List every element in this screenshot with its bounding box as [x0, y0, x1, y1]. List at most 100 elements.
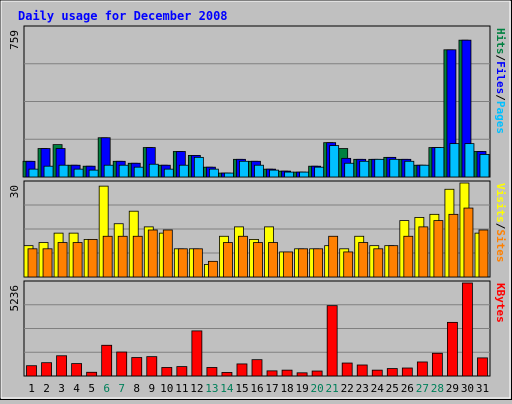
kbytes-panel-legend-text: KBytes — [494, 283, 507, 323]
bar-sites-day-31 — [478, 229, 489, 278]
bar-pages-day-31 — [479, 154, 490, 178]
x-tick-label: 22 — [341, 382, 354, 395]
x-tick-label: 2 — [43, 382, 50, 395]
bar-kbytes-day-1 — [26, 365, 37, 377]
x-tick-label: 23 — [356, 382, 369, 395]
bar-pages-day-29 — [449, 143, 460, 178]
bar-sites-day-22 — [343, 251, 354, 278]
bar-sites-day-30 — [463, 207, 474, 278]
bar-pages-day-25 — [389, 158, 400, 178]
bar-kbytes-day-12 — [191, 330, 203, 377]
x-tick-label: 29 — [446, 382, 459, 395]
bar-sites-day-14 — [223, 242, 233, 278]
bar-sites-day-26 — [403, 235, 414, 278]
visits-panel-series-sites — [27, 207, 489, 278]
bar-sites-day-12 — [192, 248, 203, 278]
hits-panel-legend: Hits/Files/Pages — [494, 28, 507, 134]
x-tick-label: 1 — [28, 382, 35, 395]
bar-pages-day-30 — [464, 143, 475, 178]
legend-entry-files: Files — [494, 61, 507, 94]
bar-sites-day-5 — [87, 238, 98, 278]
bar-sites-day-4 — [72, 242, 83, 278]
bar-kbytes-day-6 — [101, 344, 113, 377]
bar-kbytes-day-28 — [431, 352, 443, 377]
chart-title: Daily usage for December 2008 — [18, 9, 228, 23]
bar-pages-day-9 — [148, 163, 159, 178]
x-tick-label: 11 — [175, 382, 188, 395]
bar-sites-day-25 — [388, 245, 399, 278]
bar-kbytes-day-24 — [371, 369, 383, 377]
bar-kbytes-day-15 — [236, 363, 248, 377]
x-tick-label: 3 — [58, 382, 65, 395]
bar-pages-day-26 — [404, 160, 415, 178]
bar-kbytes-day-7 — [116, 351, 128, 377]
hits-panel-ymax-label: 759 — [8, 30, 21, 50]
bar-kbytes-day-11 — [176, 366, 188, 377]
x-tick-label: 4 — [73, 382, 80, 395]
bar-sites-day-6 — [102, 235, 113, 278]
bar-sites-day-11 — [177, 248, 188, 278]
bar-kbytes-day-8 — [131, 357, 143, 377]
bar-kbytes-day-29 — [447, 321, 458, 377]
visits-panel-legend: Visits/Sites — [494, 183, 507, 263]
x-axis: 1 2 3 4 5 6 7 8 9 10 11 12 13 14 15 16 17 18 19 20 21 22 23 24 2… — [28, 382, 489, 395]
legend-entry-hits: Hits — [494, 28, 507, 55]
bar-kbytes-day-19 — [296, 372, 308, 377]
kbytes-panel-legend: KBytes — [494, 283, 507, 323]
x-tick-label: 7 — [118, 382, 125, 395]
legend-entry-kbytes: KBytes — [494, 283, 507, 323]
bar-sites-day-17 — [268, 242, 278, 278]
bar-kbytes-day-5 — [86, 371, 98, 377]
bar-sites-day-3 — [57, 242, 68, 278]
bar-sites-day-21 — [328, 235, 339, 278]
bar-kbytes-day-17 — [266, 370, 278, 377]
hits-panel-series-pages — [28, 143, 490, 178]
x-tick-label: 20 — [311, 382, 324, 395]
bar-pages-day-15 — [239, 160, 249, 178]
bar-sites-day-19 — [298, 248, 308, 278]
bar-pages-day-16 — [254, 164, 264, 178]
x-tick-label: 25 — [386, 382, 399, 395]
x-tick-label: 6 — [103, 382, 110, 395]
bar-pages-day-2 — [43, 165, 54, 178]
x-tick-label: 30 — [461, 382, 474, 395]
x-tick-label: 19 — [295, 382, 308, 395]
bar-kbytes-day-3 — [56, 355, 67, 377]
bar-kbytes-day-10 — [161, 367, 173, 377]
bar-sites-day-10 — [162, 229, 173, 278]
bar-pages-day-17 — [269, 169, 279, 178]
bar-kbytes-day-16 — [251, 359, 263, 377]
bar-sites-day-24 — [373, 248, 384, 278]
bar-pages-day-8 — [133, 166, 144, 178]
bar-kbytes-day-9 — [146, 356, 158, 377]
bar-pages-day-6 — [103, 164, 114, 178]
x-tick-label: 17 — [265, 382, 278, 395]
legend-separator: / — [494, 94, 507, 101]
bar-pages-day-28 — [434, 147, 445, 178]
bar-pages-day-23 — [359, 160, 370, 178]
bar-kbytes-day-20 — [311, 370, 323, 377]
x-tick-label: 28 — [431, 382, 444, 395]
x-tick-label: 12 — [190, 382, 203, 395]
bar-pages-day-19 — [299, 171, 309, 178]
x-tick-label: 31 — [476, 382, 489, 395]
bar-pages-day-11 — [178, 164, 189, 178]
bar-kbytes-day-21 — [326, 305, 338, 377]
bar-sites-day-15 — [238, 235, 248, 278]
bar-pages-day-10 — [163, 168, 174, 178]
hits-panel-legend-text: Hits/Files/Pages — [494, 28, 507, 134]
bar-kbytes-day-27 — [416, 361, 428, 377]
bar-sites-day-27 — [418, 226, 429, 278]
bar-pages-day-7 — [118, 164, 129, 178]
bar-kbytes-day-26 — [401, 367, 413, 377]
x-tick-label: 26 — [401, 382, 414, 395]
bar-pages-day-5 — [88, 169, 99, 178]
x-tick-label: 9 — [148, 382, 155, 395]
bar-pages-day-21 — [329, 145, 340, 178]
x-tick-label: 5 — [88, 382, 95, 395]
x-tick-label: 27 — [416, 382, 429, 395]
visits-panel-legend-text: Visits/Sites — [494, 183, 507, 263]
